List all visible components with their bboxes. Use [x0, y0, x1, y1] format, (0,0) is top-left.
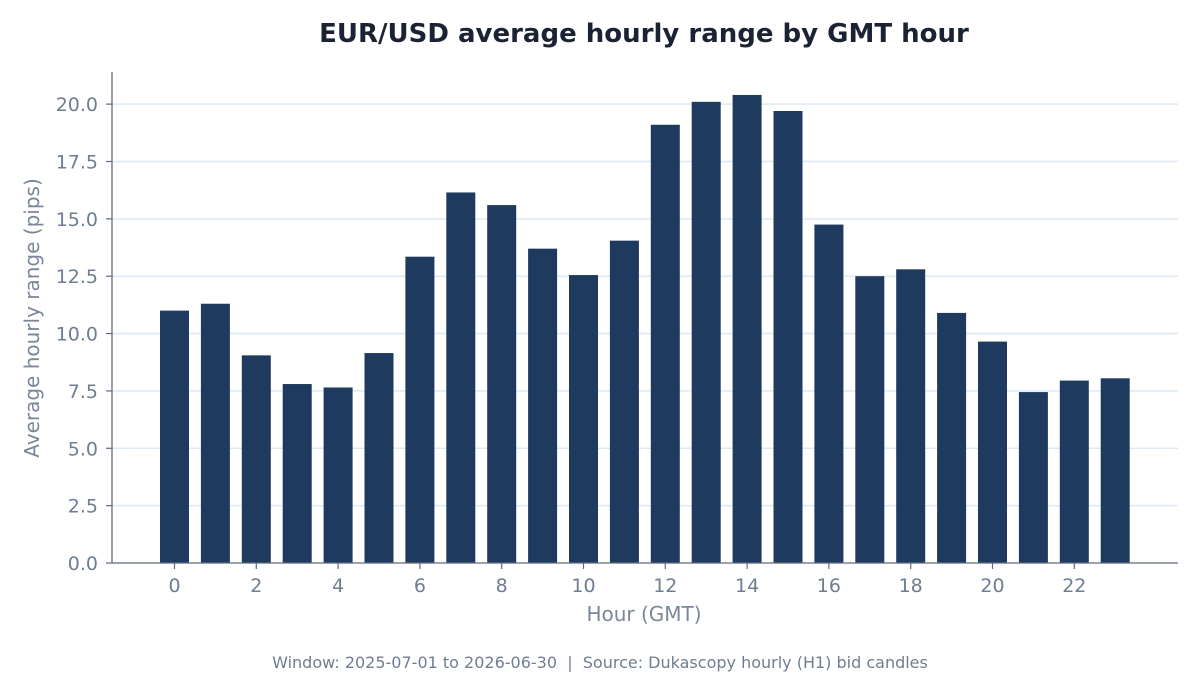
y-axis-label: Average hourly range (pips)	[20, 178, 44, 458]
y-tick-label: 20.0	[56, 94, 98, 116]
y-tick-label: 10.0	[56, 324, 98, 346]
bar-hour-18	[896, 269, 926, 563]
bar-hour-4	[323, 387, 353, 563]
bar-hour-16	[814, 224, 844, 564]
bar-hour-8	[487, 205, 517, 563]
bar-hour-2	[241, 355, 271, 563]
bar-hour-5	[364, 353, 394, 563]
x-tick-label: 20	[980, 575, 1004, 597]
bar-hour-1	[200, 303, 230, 563]
bar-hour-11	[609, 240, 639, 563]
x-tick-label: 6	[414, 575, 426, 597]
x-tick-label: 4	[332, 575, 344, 597]
x-tick-label: 2	[250, 575, 262, 597]
y-tick-label: 12.5	[56, 266, 98, 288]
axes	[111, 72, 1178, 564]
bar-hour-17	[855, 276, 885, 563]
x-tick-label: 22	[1062, 575, 1086, 597]
x-tick-label: 16	[817, 575, 841, 597]
x-tick-label: 12	[653, 575, 677, 597]
bar-hour-20	[978, 341, 1007, 563]
x-tick-label: 0	[168, 575, 180, 597]
y-ticks: 0.0 2.5 5.0 7.5 10.0 12.5 15.0 17.5 20.0	[56, 94, 112, 575]
bar-hour-10	[569, 275, 598, 563]
bar-hour-13	[691, 101, 721, 564]
x-tick-label: 8	[496, 575, 508, 597]
y-tick-label: 17.5	[56, 151, 98, 173]
bar-hour-19	[937, 312, 967, 563]
bar-hour-22	[1059, 380, 1089, 563]
y-tick-label: 7.5	[68, 381, 98, 403]
bar-hour-0	[160, 310, 189, 563]
y-tick-label: 15.0	[56, 209, 98, 231]
bar-hour-23	[1100, 378, 1130, 563]
gridlines	[112, 103, 1178, 507]
bar-hour-9	[528, 248, 558, 564]
x-tick-label: 10	[571, 575, 595, 597]
bar-hour-3	[282, 384, 312, 563]
bar-hour-12	[650, 124, 680, 563]
y-tick-label: 5.0	[68, 438, 98, 460]
bar-hour-7	[446, 192, 476, 563]
x-tick-label: 18	[899, 575, 923, 597]
y-tick-label: 2.5	[68, 496, 98, 518]
chart-title: EUR/USD average hourly range by GMT hour	[319, 19, 969, 49]
bar-hour-14	[732, 94, 762, 564]
x-axis-label: Hour (GMT)	[586, 602, 701, 626]
x-ticks: 0 2 4 6 8 10 12 14 16 18 20 22	[168, 563, 1086, 597]
y-tick-label: 0.0	[68, 553, 98, 575]
bar-hour-6	[405, 256, 435, 563]
x-tick-label: 14	[735, 575, 759, 597]
bars	[160, 94, 1130, 564]
bar-hour-15	[773, 111, 803, 563]
source-footnote: Window: 2025-07-01 to 2026-06-30 | Sourc…	[272, 653, 928, 672]
bar-hour-21	[1018, 392, 1048, 563]
